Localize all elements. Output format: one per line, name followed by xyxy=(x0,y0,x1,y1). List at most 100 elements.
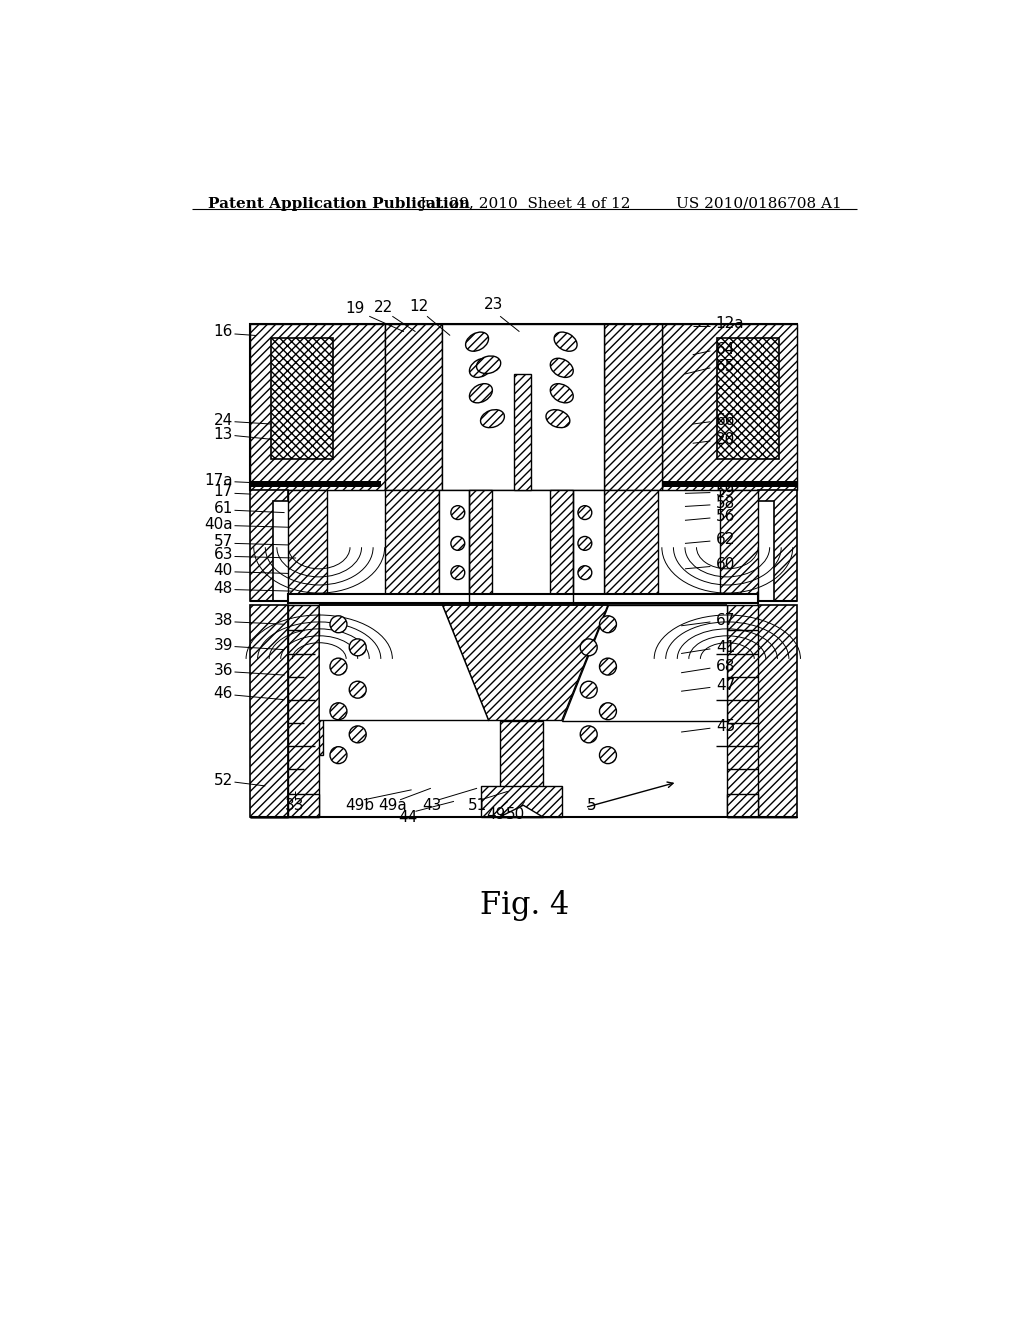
Text: 40a: 40a xyxy=(205,516,233,532)
Text: 36: 36 xyxy=(213,663,233,678)
Polygon shape xyxy=(319,605,488,721)
Bar xyxy=(469,490,493,601)
Polygon shape xyxy=(250,605,327,817)
Ellipse shape xyxy=(330,615,347,632)
Ellipse shape xyxy=(476,356,501,374)
Text: 62: 62 xyxy=(716,532,735,546)
Polygon shape xyxy=(758,490,797,601)
Text: US 2010/0186708 A1: US 2010/0186708 A1 xyxy=(676,197,842,211)
Bar xyxy=(385,323,442,490)
Text: 24: 24 xyxy=(214,413,233,428)
Bar xyxy=(250,480,381,487)
Text: 63: 63 xyxy=(213,548,233,562)
Text: 47: 47 xyxy=(716,678,735,693)
Ellipse shape xyxy=(469,358,493,378)
Text: 23: 23 xyxy=(484,297,504,313)
Text: 57: 57 xyxy=(214,535,233,549)
Bar xyxy=(481,785,562,817)
Text: 13: 13 xyxy=(214,426,233,442)
Ellipse shape xyxy=(578,566,592,579)
Polygon shape xyxy=(727,793,797,817)
Ellipse shape xyxy=(599,702,616,719)
Ellipse shape xyxy=(480,409,505,428)
Text: 19: 19 xyxy=(346,301,366,315)
Bar xyxy=(250,605,289,817)
Bar xyxy=(604,323,662,490)
Bar xyxy=(500,721,543,817)
Ellipse shape xyxy=(581,639,597,656)
Text: 67: 67 xyxy=(716,612,735,628)
Bar xyxy=(550,490,573,601)
Ellipse shape xyxy=(349,639,367,656)
Bar xyxy=(250,323,385,490)
Text: 44: 44 xyxy=(398,810,418,825)
Bar xyxy=(514,374,531,490)
Ellipse shape xyxy=(349,726,367,743)
Polygon shape xyxy=(250,793,319,817)
Text: 12a: 12a xyxy=(716,317,744,331)
Ellipse shape xyxy=(581,726,597,743)
Ellipse shape xyxy=(550,358,573,378)
Text: Fig. 4: Fig. 4 xyxy=(480,890,569,921)
Ellipse shape xyxy=(599,615,616,632)
Ellipse shape xyxy=(349,681,367,698)
Text: 64: 64 xyxy=(716,342,735,356)
Text: 43: 43 xyxy=(423,797,442,813)
Polygon shape xyxy=(250,490,289,601)
Ellipse shape xyxy=(330,747,347,763)
Text: 49b: 49b xyxy=(345,797,375,813)
Text: 17: 17 xyxy=(214,484,233,499)
Ellipse shape xyxy=(451,566,465,579)
Text: 33: 33 xyxy=(285,797,304,813)
Bar xyxy=(442,323,604,490)
Bar xyxy=(662,480,797,487)
Text: 48: 48 xyxy=(214,581,233,595)
Ellipse shape xyxy=(581,681,597,698)
Bar xyxy=(250,323,797,490)
Bar xyxy=(604,490,658,601)
Ellipse shape xyxy=(451,506,465,520)
Text: 12: 12 xyxy=(410,298,429,314)
Text: 45: 45 xyxy=(716,719,735,734)
Ellipse shape xyxy=(469,384,493,403)
Ellipse shape xyxy=(330,659,347,675)
Ellipse shape xyxy=(451,536,465,550)
Text: 20: 20 xyxy=(716,432,735,447)
Text: 41: 41 xyxy=(716,640,735,655)
Bar xyxy=(662,323,797,490)
Text: 58: 58 xyxy=(716,496,735,511)
Polygon shape xyxy=(442,605,608,721)
Ellipse shape xyxy=(330,702,347,719)
Polygon shape xyxy=(500,805,543,817)
Bar xyxy=(438,490,604,601)
Text: 56: 56 xyxy=(716,510,735,524)
Polygon shape xyxy=(562,605,727,721)
Ellipse shape xyxy=(550,384,573,403)
Text: 66: 66 xyxy=(716,413,735,428)
Text: 49: 49 xyxy=(486,807,506,822)
Ellipse shape xyxy=(578,506,592,520)
Text: 60: 60 xyxy=(716,557,735,573)
Text: 51: 51 xyxy=(467,797,486,813)
Text: 59: 59 xyxy=(716,483,735,499)
Bar xyxy=(385,490,438,601)
Text: 40: 40 xyxy=(214,562,233,578)
Text: Jul. 29, 2010  Sheet 4 of 12: Jul. 29, 2010 Sheet 4 of 12 xyxy=(419,197,631,211)
Text: 65: 65 xyxy=(716,359,735,374)
Bar xyxy=(758,605,797,817)
Text: 52: 52 xyxy=(214,774,233,788)
Text: 38: 38 xyxy=(214,612,233,628)
Text: 68: 68 xyxy=(716,659,735,675)
Ellipse shape xyxy=(599,747,616,763)
Text: 5: 5 xyxy=(587,797,597,813)
Text: 61: 61 xyxy=(214,502,233,516)
Text: 39: 39 xyxy=(213,638,233,652)
Bar xyxy=(720,490,758,601)
Bar xyxy=(289,605,319,817)
Ellipse shape xyxy=(554,333,578,351)
Ellipse shape xyxy=(599,659,616,675)
Text: 22: 22 xyxy=(374,300,393,314)
Bar xyxy=(289,594,758,603)
Bar xyxy=(727,605,758,817)
Bar xyxy=(271,338,333,459)
